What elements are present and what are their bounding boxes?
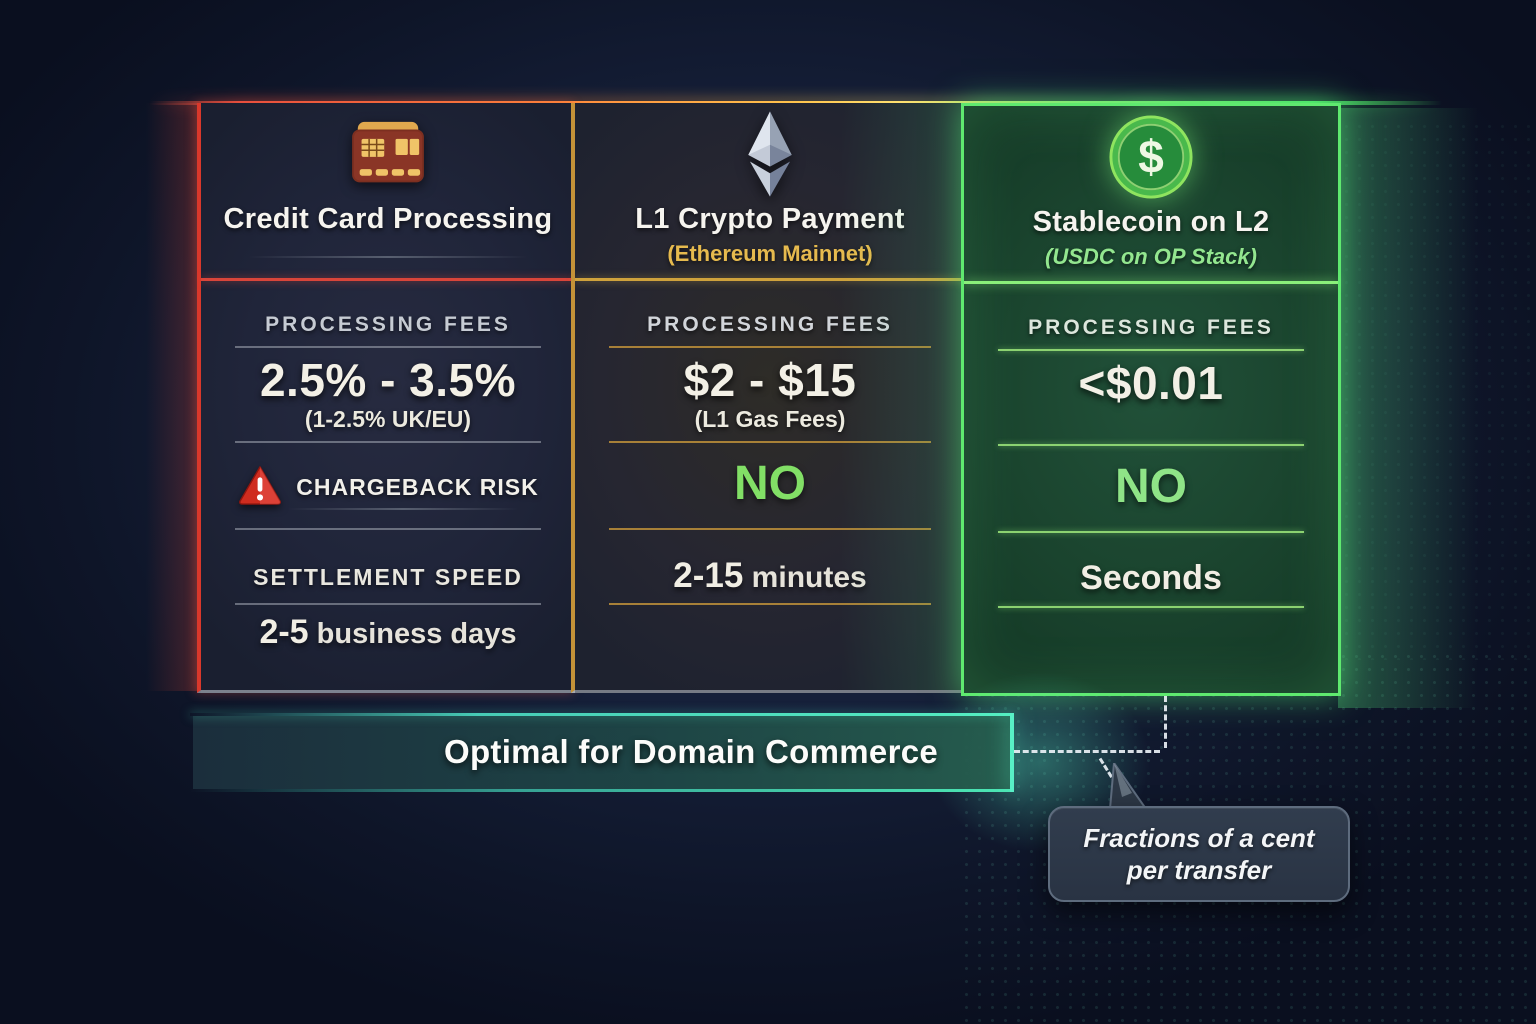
speed-value-number: 2-5 [259, 613, 309, 651]
divider [235, 441, 541, 443]
speed-value-unit: minutes [743, 561, 867, 594]
fees-note: (1-2.5% UK/EU) [304, 406, 472, 432]
column-title: Stablecoin on L2 [1032, 206, 1270, 238]
column-subtitle: (USDC on OP Stack) [1045, 244, 1257, 269]
tooltip-line-2: per transfer [1126, 855, 1272, 885]
chargeback-value: NO [1115, 460, 1187, 513]
chargeback-risk-row: CHARGEBACK RISK [201, 461, 575, 513]
speed-value-unit: business days [308, 618, 517, 650]
banner [193, 716, 1010, 789]
settlement-speed-value: Seconds [1080, 559, 1222, 597]
divider [998, 531, 1304, 533]
divider [235, 346, 541, 348]
column-title: Credit Card Processing [223, 203, 553, 235]
divider [235, 603, 541, 605]
divider [609, 346, 931, 348]
tooltip-line-1: Fractions of a cent [1083, 823, 1315, 853]
column-stablecoin-l2: $ Stablecoin on L2 (USDC on OP Stack) PR… [961, 103, 1341, 696]
warning-icon [237, 464, 283, 511]
fees-value: $2 - $15 [683, 354, 857, 406]
red-glow-haze [146, 103, 198, 691]
divider [235, 528, 541, 530]
dollar-coin-icon: $ [964, 114, 1338, 200]
divider [609, 441, 931, 443]
title-underline [248, 256, 528, 258]
settlement-speed-label: SETTLEMENT SPEED [253, 564, 523, 590]
fees-value: 2.5% - 3.5% [259, 354, 517, 406]
fees-value: <$0.01 [1078, 357, 1224, 409]
fees-label: PROCESSING FEES [1028, 316, 1274, 339]
header-divider [964, 281, 1338, 284]
divider [609, 603, 931, 605]
ethereum-icon [575, 111, 965, 197]
banner-border-bottom [190, 789, 1013, 792]
fees-label: PROCESSING FEES [647, 313, 893, 336]
green-glow-haze [1338, 108, 1478, 708]
fees-note: (L1 Gas Fees) [694, 406, 846, 432]
speed-value-number: 2-15 [673, 556, 744, 595]
svg-text:$: $ [1138, 131, 1164, 183]
banner-label: Optimal for Domain Commerce [443, 733, 939, 770]
banner-border-top [190, 713, 1013, 716]
chargeback-risk-label: CHARGEBACK RISK [296, 473, 539, 500]
chargeback-value: NO [734, 457, 806, 510]
settlement-speed-value: 2-5 business days [201, 613, 575, 652]
connector-dashed-horizontal [1014, 750, 1160, 753]
settlement-speed-value: 2-15 minutes [575, 556, 965, 596]
dot-grid-texture [1340, 120, 1536, 660]
fees-label: PROCESSING FEES [265, 313, 511, 336]
column-l1-crypto: L1 Crypto Payment (Ethereum Mainnet) PRO… [571, 103, 965, 693]
column-subtitle: (Ethereum Mainnet) [667, 241, 873, 266]
tooltip-callout: Fractions of a cent per transfer [1048, 806, 1350, 902]
risk-underline [288, 508, 518, 510]
header-divider [575, 278, 965, 281]
banner-border-right [1010, 713, 1014, 792]
column-title: L1 Crypto Payment [635, 203, 905, 235]
divider [609, 528, 931, 530]
credit-card-icon [201, 111, 575, 197]
header-divider [201, 278, 575, 281]
divider [998, 606, 1304, 608]
divider [998, 444, 1304, 446]
connector-dashed-vertical [1164, 696, 1167, 748]
divider [998, 349, 1304, 351]
column-credit-card: Credit Card Processing PROCESSING FEES 2… [197, 103, 575, 693]
